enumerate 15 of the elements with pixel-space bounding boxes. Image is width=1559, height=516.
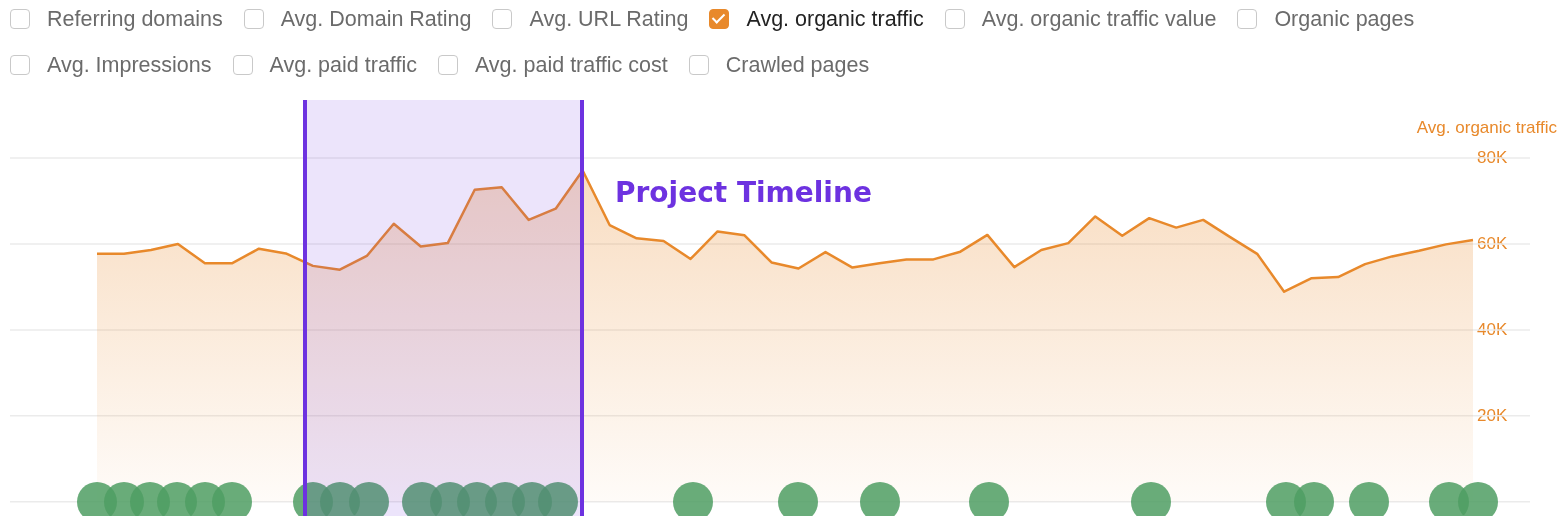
text: Avg. paid traffic cost [474, 52, 668, 78]
text: Crawled pages [725, 52, 870, 78]
y-tick-label: 80K [1477, 147, 1508, 167]
text: Avg. Impressions [47, 52, 212, 78]
text: Organic pages [1274, 6, 1415, 32]
annotation: Project Timeline [615, 176, 872, 209]
text: Avg. paid traffic [269, 52, 417, 78]
legend-label: Avg. organic traffic [746, 6, 924, 32]
text: Avg. Domain Rating [280, 6, 472, 32]
text: Avg. URL Rating [529, 6, 689, 32]
y-tick-label: 40K [1477, 319, 1508, 339]
text: Avg. organic traffic value [981, 6, 1217, 32]
y-axis-title: Avg. organic traffic [1416, 117, 1558, 137]
y-tick-label: 60K [1477, 233, 1508, 253]
text: Referring domains [47, 6, 223, 32]
